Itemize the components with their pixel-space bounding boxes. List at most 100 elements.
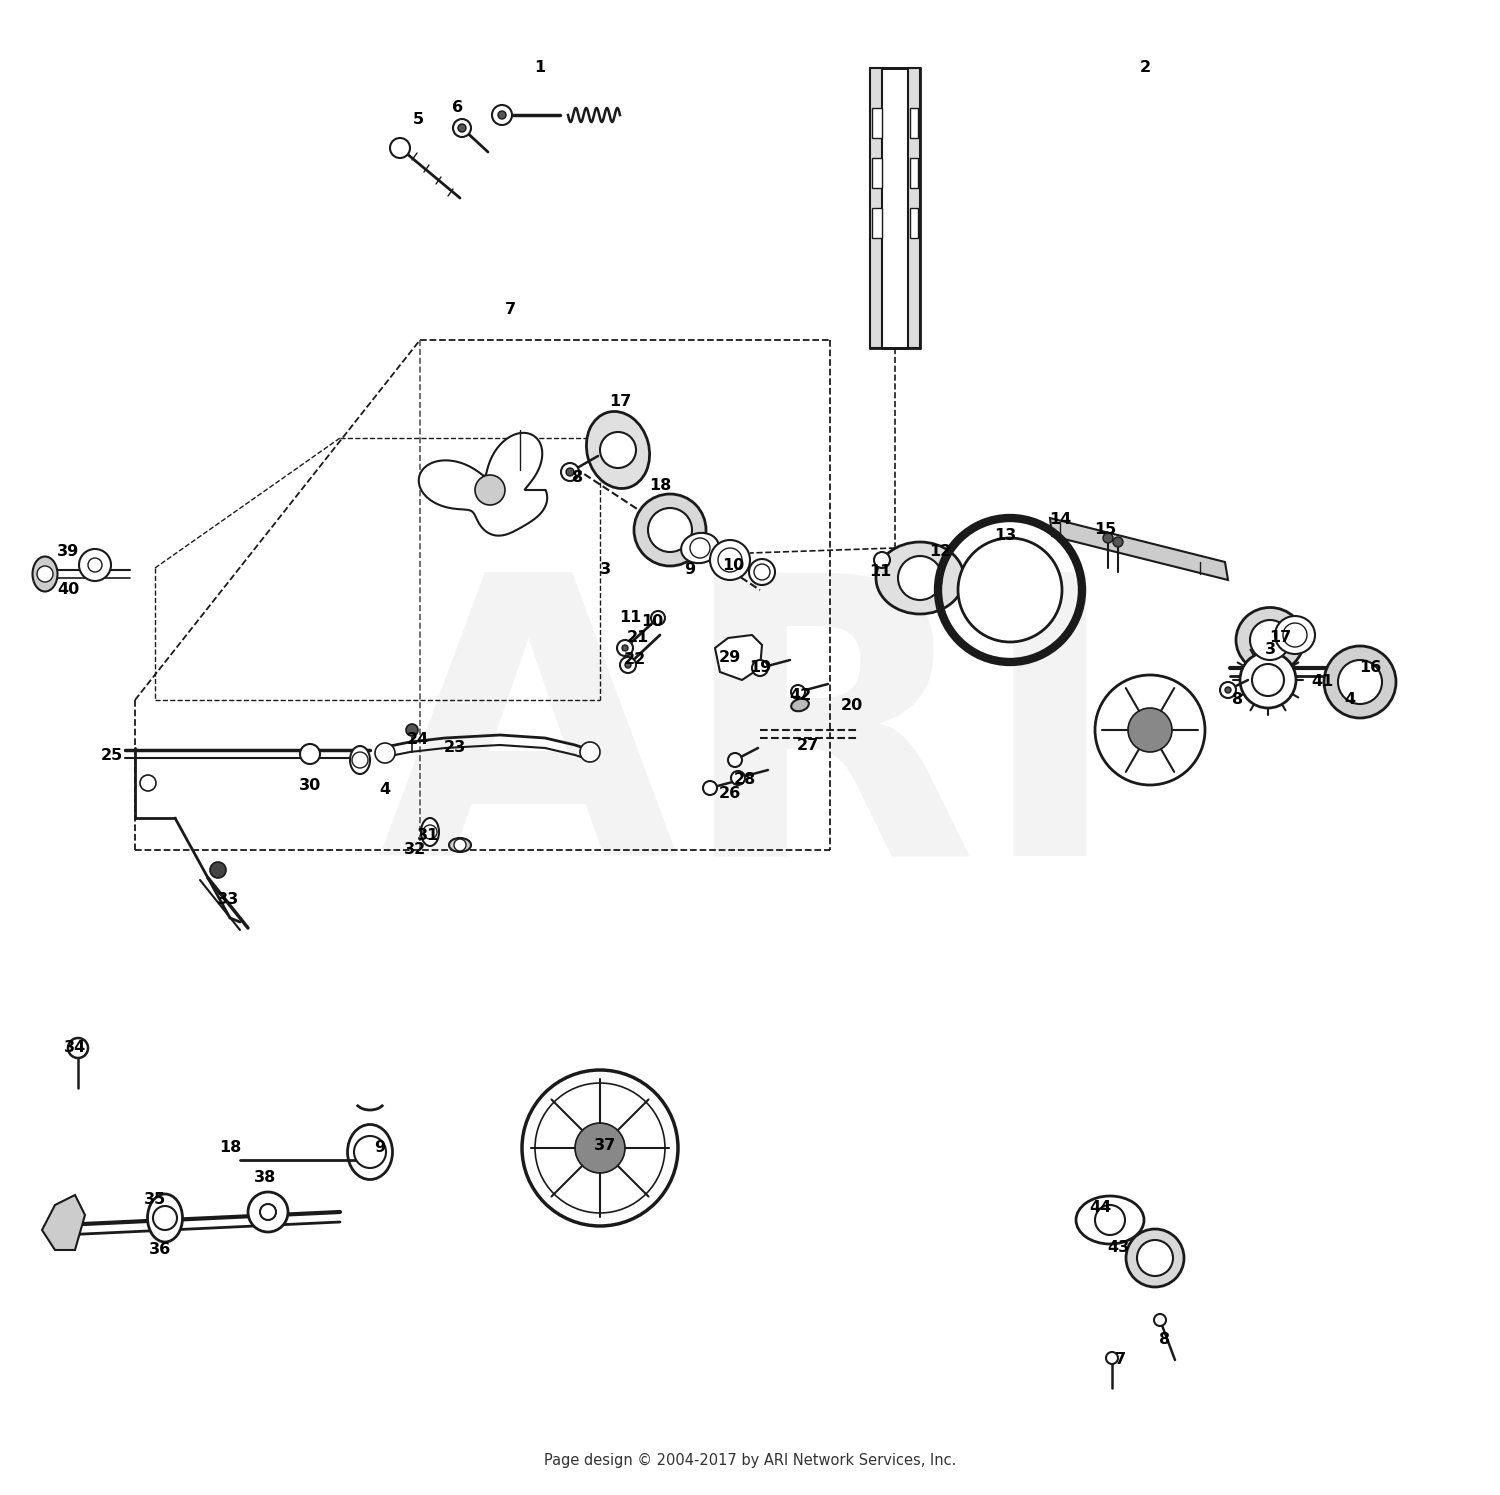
Ellipse shape bbox=[448, 839, 471, 852]
Text: 3: 3 bbox=[600, 562, 610, 577]
Circle shape bbox=[476, 475, 506, 505]
Circle shape bbox=[752, 659, 768, 676]
Polygon shape bbox=[908, 67, 920, 348]
Circle shape bbox=[248, 1192, 288, 1232]
Circle shape bbox=[423, 825, 436, 839]
Circle shape bbox=[68, 1038, 88, 1058]
Polygon shape bbox=[716, 635, 762, 680]
Text: 4: 4 bbox=[380, 782, 390, 797]
Ellipse shape bbox=[681, 532, 718, 564]
Ellipse shape bbox=[634, 493, 706, 567]
Circle shape bbox=[88, 558, 102, 573]
Ellipse shape bbox=[586, 411, 650, 489]
Circle shape bbox=[140, 774, 156, 791]
Text: 1: 1 bbox=[534, 60, 546, 76]
Bar bbox=[871, 108, 882, 138]
Circle shape bbox=[375, 743, 394, 762]
Text: 14: 14 bbox=[1048, 513, 1071, 528]
Text: 33: 33 bbox=[217, 893, 238, 907]
Circle shape bbox=[80, 549, 111, 582]
Text: 42: 42 bbox=[789, 688, 812, 703]
Circle shape bbox=[616, 640, 633, 656]
Text: 9: 9 bbox=[684, 562, 696, 577]
Circle shape bbox=[718, 549, 742, 573]
Text: 31: 31 bbox=[417, 828, 440, 843]
Text: 27: 27 bbox=[796, 737, 819, 752]
Text: 10: 10 bbox=[722, 558, 744, 573]
Text: ARI: ARI bbox=[378, 559, 1122, 936]
Circle shape bbox=[1137, 1239, 1173, 1277]
Text: 7: 7 bbox=[504, 302, 516, 317]
Circle shape bbox=[153, 1206, 177, 1230]
Text: 8: 8 bbox=[1233, 692, 1244, 707]
Circle shape bbox=[1240, 652, 1296, 709]
Circle shape bbox=[1282, 623, 1306, 647]
Circle shape bbox=[352, 752, 368, 768]
Text: 37: 37 bbox=[594, 1138, 616, 1153]
Text: 19: 19 bbox=[748, 661, 771, 676]
Text: 29: 29 bbox=[718, 650, 741, 665]
Bar bbox=[910, 208, 918, 238]
Circle shape bbox=[898, 556, 942, 599]
Text: 40: 40 bbox=[57, 583, 80, 598]
Text: 3: 3 bbox=[1264, 643, 1275, 658]
Text: 38: 38 bbox=[254, 1171, 276, 1186]
Circle shape bbox=[690, 538, 709, 558]
Circle shape bbox=[790, 685, 806, 700]
Circle shape bbox=[453, 120, 471, 138]
Circle shape bbox=[458, 124, 466, 132]
Circle shape bbox=[1220, 682, 1236, 698]
Circle shape bbox=[728, 753, 742, 767]
Text: 6: 6 bbox=[453, 100, 464, 115]
Ellipse shape bbox=[348, 1124, 393, 1180]
Circle shape bbox=[522, 1070, 678, 1226]
Circle shape bbox=[620, 656, 636, 673]
Text: 35: 35 bbox=[144, 1193, 166, 1208]
Text: 18: 18 bbox=[219, 1141, 242, 1156]
Text: 16: 16 bbox=[1359, 661, 1382, 676]
Text: 44: 44 bbox=[1089, 1200, 1112, 1215]
Circle shape bbox=[648, 508, 692, 552]
Bar bbox=[910, 108, 918, 138]
Ellipse shape bbox=[1275, 616, 1316, 653]
Circle shape bbox=[210, 863, 226, 878]
Ellipse shape bbox=[1236, 607, 1304, 673]
Text: 9: 9 bbox=[375, 1141, 386, 1156]
Circle shape bbox=[390, 138, 410, 158]
Text: 17: 17 bbox=[609, 395, 631, 410]
Text: 22: 22 bbox=[624, 652, 646, 667]
Circle shape bbox=[1102, 534, 1113, 543]
Text: 13: 13 bbox=[994, 529, 1016, 544]
Text: 30: 30 bbox=[298, 777, 321, 792]
Circle shape bbox=[566, 468, 574, 475]
Circle shape bbox=[406, 724, 418, 736]
Text: 32: 32 bbox=[404, 843, 426, 858]
Text: 2: 2 bbox=[1140, 60, 1150, 76]
Circle shape bbox=[622, 644, 628, 650]
Text: 10: 10 bbox=[640, 614, 663, 629]
Text: 11: 11 bbox=[868, 565, 891, 580]
Text: 25: 25 bbox=[100, 748, 123, 762]
Text: 17: 17 bbox=[1269, 631, 1292, 646]
Bar bbox=[871, 208, 882, 238]
Ellipse shape bbox=[790, 698, 808, 712]
Circle shape bbox=[600, 432, 636, 468]
Circle shape bbox=[354, 1136, 386, 1168]
Polygon shape bbox=[42, 1195, 86, 1250]
Ellipse shape bbox=[876, 543, 965, 614]
Ellipse shape bbox=[748, 559, 776, 585]
Bar bbox=[910, 158, 918, 188]
Text: 21: 21 bbox=[627, 631, 650, 646]
Circle shape bbox=[1106, 1351, 1118, 1363]
Text: 11: 11 bbox=[620, 610, 640, 625]
Text: 26: 26 bbox=[718, 786, 741, 801]
Circle shape bbox=[38, 567, 52, 582]
Circle shape bbox=[300, 745, 320, 764]
Text: 24: 24 bbox=[406, 733, 429, 748]
Text: 28: 28 bbox=[734, 773, 756, 788]
Polygon shape bbox=[419, 434, 548, 535]
Text: 8: 8 bbox=[573, 471, 584, 486]
Circle shape bbox=[874, 552, 890, 568]
Text: 5: 5 bbox=[413, 112, 423, 127]
Text: 39: 39 bbox=[57, 544, 80, 559]
